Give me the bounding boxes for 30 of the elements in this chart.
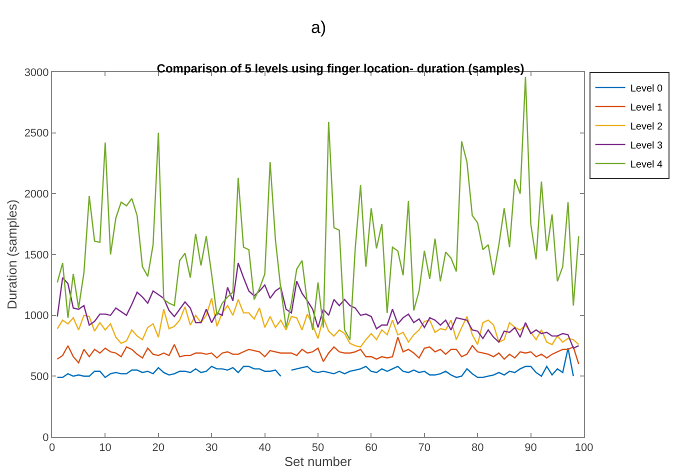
x-axis-title: Set number [284,454,352,470]
x-tick-label: 10 [99,442,112,454]
x-tick-label: 70 [418,442,431,454]
legend-label: Level 3 [630,140,664,152]
y-tick-label: 1500 [24,249,49,262]
line-series [56,262,580,349]
y-tick-label: 2500 [24,128,49,140]
y-tick-label: 2000 [24,188,49,201]
x-tick-label: 20 [152,442,165,454]
legend-label: Level 1 [630,102,664,114]
line-series [56,298,580,348]
x-tick-label: 50 [312,442,324,454]
x-tick-label: 40 [258,442,271,454]
line-series [56,336,580,365]
y-tick-label: 3000 [24,66,49,79]
legend-label: Level 0 [630,83,664,94]
chart-title: Comparison of 5 levels using finger location- duration (samples) [156,62,524,76]
x-tick-label: 90 [524,442,537,454]
x-tick-label: 30 [205,442,218,454]
y-tick-label: 0 [42,432,49,444]
x-tick-label: 80 [471,442,484,454]
line-series [56,76,580,340]
y-axis-title: Duration (samples) [4,200,20,310]
y-tick-label: 1000 [24,310,49,322]
legend-label: Level 2 [630,121,664,132]
x-tick-label: 100 [574,442,594,454]
y-tick-label: 500 [30,371,49,384]
x-tick-label: 60 [365,442,378,454]
legend-label: Level 4 [630,159,664,170]
text: a) [311,18,326,37]
